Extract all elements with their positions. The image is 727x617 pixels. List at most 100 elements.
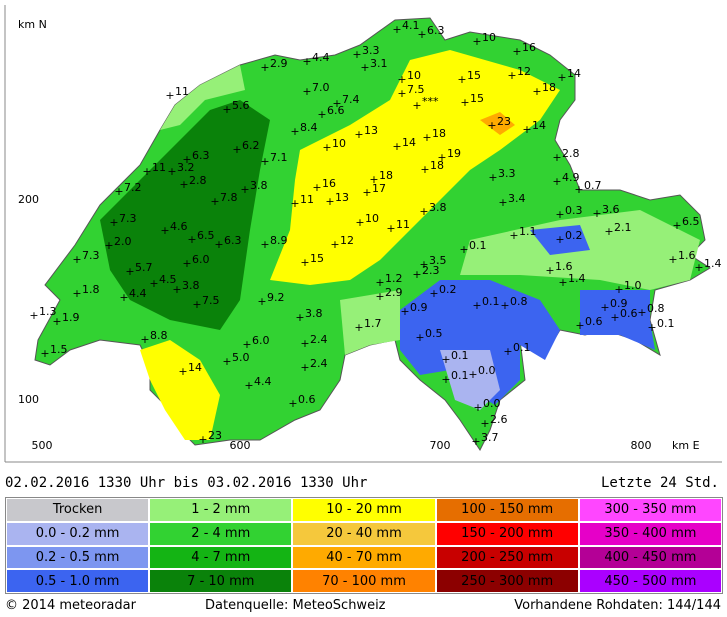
station-marker: + bbox=[375, 276, 384, 289]
station-value: 3.7 bbox=[481, 431, 499, 444]
station-marker: + bbox=[312, 181, 321, 194]
legend-entry: 400 - 450 mm bbox=[578, 545, 722, 570]
station-marker: + bbox=[429, 287, 438, 300]
station-marker: + bbox=[300, 337, 309, 350]
station-value: 3.8 bbox=[305, 307, 323, 320]
source: Datenquelle: MeteoSchweiz bbox=[205, 598, 386, 613]
station-marker: + bbox=[295, 311, 304, 324]
station-marker: + bbox=[532, 85, 541, 98]
station-value: 5.7 bbox=[135, 261, 153, 274]
station-marker: + bbox=[114, 185, 123, 198]
station-marker: + bbox=[555, 233, 564, 246]
station-marker: + bbox=[487, 119, 496, 132]
station-value: 7.2 bbox=[124, 181, 142, 194]
station-marker: + bbox=[400, 305, 409, 318]
station-value: 8.4 bbox=[300, 121, 318, 134]
zone-orange bbox=[480, 112, 515, 135]
station-value: 18 bbox=[432, 127, 446, 140]
station-value: 0.0 bbox=[478, 364, 496, 377]
station-value: 4.1 bbox=[402, 19, 420, 32]
zone-blue bbox=[400, 280, 560, 405]
station-marker: + bbox=[509, 229, 518, 242]
station-marker: + bbox=[222, 103, 231, 116]
legend-entry: 200 - 250 mm bbox=[435, 545, 579, 570]
station-marker: + bbox=[167, 165, 176, 178]
station-value: 5.6 bbox=[232, 99, 250, 112]
station-marker: + bbox=[600, 301, 609, 314]
station-value: 9.2 bbox=[267, 291, 285, 304]
station-value: 0.8 bbox=[647, 302, 665, 315]
station-marker: + bbox=[500, 299, 509, 312]
raw-data: Vorhandene Rohdaten: 144/144 bbox=[514, 598, 721, 613]
station-marker: + bbox=[392, 140, 401, 153]
x-tick-label: 700 bbox=[430, 439, 451, 452]
station-value: 3.5 bbox=[429, 254, 447, 267]
station-value: 2.0 bbox=[114, 235, 132, 248]
station-value: 6.2 bbox=[242, 139, 260, 152]
station-value: 3.6 bbox=[602, 203, 620, 216]
station-marker: + bbox=[575, 319, 584, 332]
legend-entry: 20 - 40 mm bbox=[292, 521, 436, 546]
station-marker: + bbox=[471, 435, 480, 448]
station-value: 1.5 bbox=[50, 343, 68, 356]
station-marker: + bbox=[29, 309, 38, 322]
legend: Trocken 0.0 - 0.2 mm 0.2 - 0.5 mm 0.5 - 1.0… bbox=[5, 497, 723, 594]
station-marker: + bbox=[558, 276, 567, 289]
zone-blue bbox=[580, 290, 655, 350]
station-value: 3.2 bbox=[177, 161, 195, 174]
station-marker: + bbox=[437, 151, 446, 164]
station-value: 1.4 bbox=[704, 257, 722, 270]
station-marker: + bbox=[498, 196, 507, 209]
station-value: 0.9 bbox=[410, 301, 428, 314]
station-marker: + bbox=[472, 35, 481, 48]
station-value: 3.3 bbox=[362, 44, 380, 57]
station-value: 3.8 bbox=[250, 179, 268, 192]
zone-dark-green bbox=[100, 100, 270, 330]
station-value: 18 bbox=[379, 169, 393, 182]
station-marker: + bbox=[441, 353, 450, 366]
station-marker: + bbox=[668, 253, 677, 266]
station-value: 2.4 bbox=[310, 357, 328, 370]
legend-entry: 150 - 200 mm bbox=[435, 521, 579, 546]
station-value: 15 bbox=[467, 69, 481, 82]
station-value: *** bbox=[422, 95, 439, 108]
station-value: 8.8 bbox=[150, 329, 168, 342]
station-value: 0.8 bbox=[510, 295, 528, 308]
station-value: 11 bbox=[175, 85, 189, 98]
station-marker: + bbox=[369, 173, 378, 186]
station-marker: + bbox=[149, 277, 158, 290]
station-value: 6.0 bbox=[192, 253, 210, 266]
station-marker: + bbox=[179, 178, 188, 191]
station-marker: + bbox=[397, 87, 406, 100]
station-value: 0.6 bbox=[298, 393, 316, 406]
station-value: 7.1 bbox=[270, 151, 288, 164]
station-marker: + bbox=[257, 295, 266, 308]
station-marker: + bbox=[441, 373, 450, 386]
station-marker: + bbox=[468, 368, 477, 381]
station-marker: + bbox=[412, 268, 421, 281]
station-marker: + bbox=[302, 55, 311, 68]
station-value: 11 bbox=[300, 193, 314, 206]
station-marker: + bbox=[473, 401, 482, 414]
station-marker: + bbox=[480, 417, 489, 430]
station-value: 2.8 bbox=[189, 174, 207, 187]
legend-entry: 0.2 - 0.5 mm bbox=[6, 545, 150, 570]
station-marker: + bbox=[182, 257, 191, 270]
station-marker: + bbox=[694, 261, 703, 274]
period: 02.02.2016 1330 Uhr bis 03.02.2016 1330 … bbox=[5, 475, 368, 491]
station-marker: + bbox=[260, 155, 269, 168]
station-marker: + bbox=[119, 291, 128, 304]
station-marker: + bbox=[222, 355, 231, 368]
station-marker: + bbox=[232, 143, 241, 156]
y-tick-label: 100 bbox=[18, 393, 39, 406]
station-value: 4.4 bbox=[254, 375, 272, 388]
station-value: 1.3 bbox=[39, 305, 57, 318]
station-marker: + bbox=[460, 96, 469, 109]
station-value: 2.9 bbox=[270, 57, 288, 70]
station-value: 11 bbox=[396, 218, 410, 231]
station-marker: + bbox=[459, 243, 468, 256]
station-marker: + bbox=[397, 73, 406, 86]
station-value: 2.8 bbox=[562, 147, 580, 160]
station-marker: + bbox=[290, 125, 299, 138]
station-marker: + bbox=[192, 298, 201, 311]
